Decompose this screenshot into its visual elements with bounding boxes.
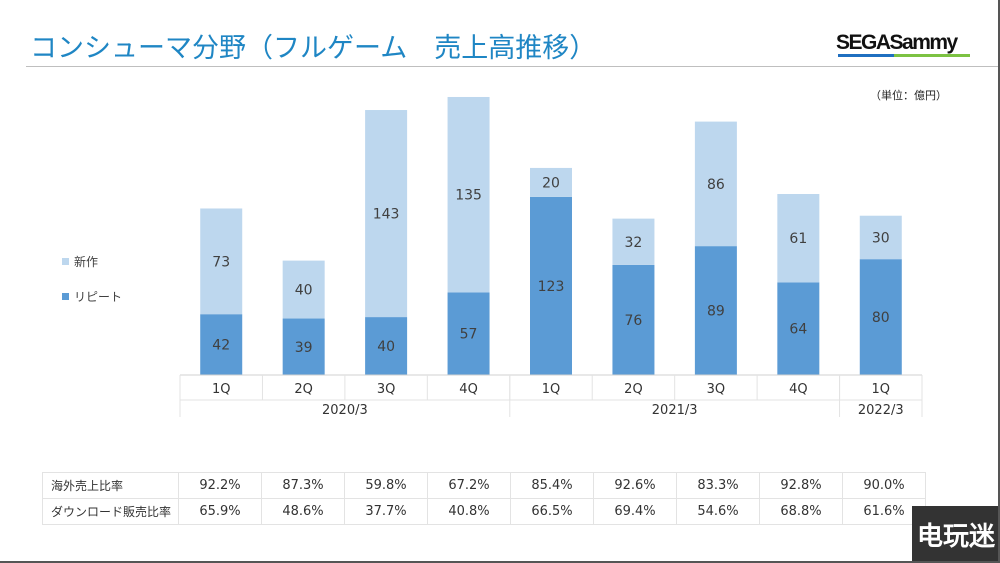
table-cell: 48.6% [261,498,345,525]
table-cell: 92.2% [178,472,262,499]
table-cell: 69.4% [593,498,677,525]
data-label: 135 [455,188,482,204]
legend-label-new: 新作 [74,255,99,269]
data-label: 76 [625,313,643,329]
bar-segment [365,110,408,318]
data-label: 40 [377,339,395,355]
x-group-label: 2022/3 [858,403,904,418]
bar-segment [365,317,408,375]
x-tick-label: 4Q [789,382,808,397]
data-label: 80 [872,310,890,326]
page-title: コンシューマ分野（フルゲーム 売上高推移） [30,33,597,64]
bar-segment [859,259,902,375]
data-label: 40 [295,283,313,299]
table-cell: 87.3% [261,472,345,499]
bar-segment [612,264,655,375]
table-cell: 90.0% [842,472,926,499]
legend-label-repeat: リピート [74,290,123,304]
data-label: 42 [212,338,230,354]
table-cell: 54.6% [676,498,760,525]
watermark-logo: 电玩迷 [912,506,1000,563]
x-tick-label: 2Q [294,382,313,397]
x-tick-label: 4Q [459,382,478,397]
bar-segment [282,318,325,375]
data-label: 32 [625,235,643,251]
bar-segment [200,314,243,375]
data-label: 89 [707,304,725,320]
table-cell: 68.8% [759,498,843,525]
bar-segment [694,246,737,375]
data-label: 143 [373,207,400,223]
table-row: 海外売上比率 92.2% 87.3% 59.8% 67.2% 85.4% 92.6% 83.3… [42,472,926,499]
bar-segment [530,167,572,197]
data-label: 30 [872,230,890,246]
legend-swatch-repeat [62,293,69,300]
data-label: 20 [542,175,560,191]
x-tick-label: 3Q [377,382,396,397]
bar-segment [777,282,820,375]
sega-sammy-logo: SEGASammy [836,32,976,59]
table-cell: 85.4% [510,472,594,499]
table-cell: 40.8% [427,498,511,525]
table-row: ダウンロード販売比率 65.9% 48.6% 37.7% 40.8% 66.5% 69.4%… [42,498,926,525]
bar-segment [200,208,243,315]
table-cell: 65.9% [178,498,262,525]
x-tick-label: 1Q [542,382,561,397]
x-group-label: 2021/3 [652,403,698,418]
frame-border [998,0,1000,563]
x-tick-label: 3Q [707,382,726,397]
data-label: 61 [789,231,807,247]
bar-segment [612,218,655,265]
data-label: 86 [707,177,725,193]
table-cell: 92.8% [759,472,843,499]
table-cell: 37.7% [344,498,428,525]
table-cell: 59.8% [344,472,428,499]
table-cell: 67.2% [427,472,511,499]
data-label: 123 [538,279,565,295]
data-label: 73 [212,254,230,270]
title-divider [26,66,1000,67]
row-label: 海外売上比率 [42,472,179,499]
bar-segment [694,121,737,247]
data-label: 39 [295,340,313,356]
data-label: 57 [460,327,478,343]
data-label: 64 [789,322,807,338]
bar-segment [447,96,490,293]
bar-segment [530,196,572,375]
x-tick-label: 2Q [624,382,643,397]
x-tick-label: 1Q [872,382,891,397]
table-cell: 92.6% [593,472,677,499]
legend-item-repeat: リピート [62,288,122,305]
table-cell: 83.3% [676,472,760,499]
bar-segment [282,260,325,319]
table-cell: 61.6% [842,498,926,525]
legend-swatch-new [62,258,69,265]
unit-label: （単位：億円） [870,89,947,102]
bar-segment [447,292,490,375]
x-tick-label: 1Q [212,382,231,397]
legend-item-new: 新作 [62,253,98,270]
frame-border [0,561,1000,563]
row-label: ダウンロード販売比率 [42,498,179,525]
bar-segment [777,194,820,283]
table-cell: 66.5% [510,498,594,525]
ratio-table: 海外売上比率 92.2% 87.3% 59.8% 67.2% 85.4% 92.6% 83.3… [42,472,926,525]
bar-segment [859,215,902,260]
x-group-label: 2020/3 [322,403,368,418]
